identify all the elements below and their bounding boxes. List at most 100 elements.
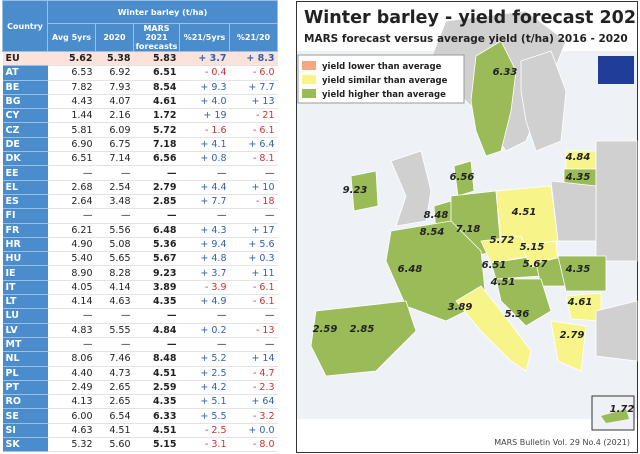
map-label: 4.61 — [567, 297, 593, 308]
table-cell: + 3.7 — [179, 265, 230, 281]
map-label: 3.89 — [448, 302, 473, 313]
table-cell: 2.64 — [47, 194, 96, 210]
legend-label: yield higher than average — [322, 90, 446, 100]
table-cell: 5.83 — [133, 51, 180, 67]
legend-label: yield lower than average — [322, 62, 442, 72]
table-cell: 3.48 — [95, 194, 134, 210]
table-cell: + 4.9 — [179, 294, 230, 310]
table-cell: 4.83 — [47, 323, 96, 338]
table-cell: + 5.5 — [179, 408, 230, 424]
table-cell: — — [95, 308, 134, 324]
table-cell: SK — [2, 437, 48, 453]
table-cell: + 2.5 — [179, 366, 230, 381]
table-row: NL 8.06 7.46 8.48 + 5.2 + 14 — [2, 351, 278, 367]
table-cell: 5.62 — [47, 51, 96, 67]
table-cell: — — [133, 337, 180, 353]
table-cell: AT — [2, 65, 48, 81]
table-cell: 5.15 — [133, 437, 180, 453]
table-cell: 8.06 — [47, 351, 96, 367]
table-row: EU 5.62 5.38 5.83 + 3.7 + 8.3 — [2, 51, 278, 67]
table-cell: - 6.1 — [229, 294, 278, 310]
table-cell: — — [47, 208, 96, 224]
table-cell: 6.33 — [133, 408, 180, 424]
table-cell: - 3.2 — [229, 408, 278, 424]
table-cell: + 4.3 — [179, 223, 230, 238]
map-label: 5.36 — [505, 309, 530, 320]
header: %21/5yrs — [179, 23, 230, 52]
map-label: 4.51 — [511, 207, 537, 218]
table-row: HR 4.90 5.08 5.36 + 9.4 + 5.6 — [2, 237, 278, 253]
map-label: 9.23 — [343, 185, 368, 196]
table-cell: 6.90 — [47, 137, 96, 153]
table-cell: BE — [2, 80, 48, 95]
header: 2020 — [95, 23, 134, 52]
table-cell: - 6.1 — [229, 122, 278, 138]
table-cell: PL — [2, 366, 48, 381]
table-cell: - 2.5 — [179, 423, 230, 439]
header: Avg 5yrs — [47, 23, 96, 52]
table-row: IE 8.90 8.28 9.23 + 3.7 + 11 — [2, 265, 278, 281]
table-cell: ES — [2, 194, 48, 210]
table-cell: 2.79 — [133, 180, 180, 195]
table-cell: + 11 — [229, 265, 278, 281]
table-cell: + 0.3 — [229, 251, 278, 267]
map-label: 5.72 — [490, 235, 515, 246]
table-cell: 5.40 — [47, 251, 96, 267]
table-cell: 7.14 — [95, 151, 134, 167]
table-cell: + 17 — [229, 223, 278, 238]
map-label: 6.51 — [482, 260, 507, 271]
table-cell: — — [229, 308, 278, 324]
table-cell: 6.51 — [133, 65, 180, 81]
table-cell: — — [179, 308, 230, 324]
table-cell: - 2.3 — [229, 380, 278, 396]
table-cell: 6.21 — [47, 223, 96, 238]
table-cell: 5.67 — [133, 251, 180, 267]
table-row: FR 6.21 5.56 6.48 + 4.3 + 17 — [2, 223, 278, 238]
cyprus — [601, 409, 629, 423]
table-cell: 2.59 — [133, 380, 180, 396]
table-cell: 1.72 — [133, 108, 180, 124]
header: Country — [2, 0, 48, 52]
table-row: DK 6.51 7.14 6.56 + 0.8- 8.1 — [2, 151, 278, 167]
table-cell: 6.54 — [95, 408, 134, 424]
table-cell: 4.05 — [47, 280, 96, 296]
table-cell: 5.56 — [95, 223, 134, 238]
table-row: PT 2.49 2.65 2.59 + 4.2- 2.3 — [2, 380, 278, 396]
table-cell: + 14 — [229, 351, 278, 367]
table-cell: - 1.6 — [179, 122, 230, 138]
table-cell: 6.56 — [133, 151, 180, 167]
legend: yield lower than average yield similar th… — [297, 54, 465, 104]
table-cell: PT — [2, 380, 48, 396]
table-cell: — — [133, 165, 180, 181]
table-cell: 4.51 — [95, 423, 134, 439]
table-cell: 6.51 — [47, 151, 96, 167]
table-row: IT 4.05 4.14 3.89- 3.9- 6.1 — [2, 280, 278, 296]
table-cell: 4.51 — [133, 423, 180, 439]
table-cell: - 6.1 — [229, 280, 278, 296]
table-cell: + 5.1 — [179, 394, 230, 410]
table-cell: - 3.1 — [179, 437, 230, 453]
eu-flag — [598, 56, 634, 84]
table-cell: — — [133, 308, 180, 324]
table-cell: + 4.1 — [179, 137, 230, 153]
table-row: MT — — — — — — [2, 337, 278, 353]
table-cell: 5.60 — [95, 437, 134, 453]
table-row: EE — — — — — — [2, 165, 278, 181]
table-cell: 6.09 — [95, 122, 134, 138]
table-cell: + 6.4 — [229, 137, 278, 153]
table-cell: BG — [2, 94, 48, 110]
table-cell: 5.32 — [47, 437, 96, 453]
table-cell: 4.73 — [95, 366, 134, 381]
table-cell: 4.35 — [133, 294, 180, 310]
table-row: PL 4.40 4.73 4.51 + 2.5- 4.7 — [2, 366, 278, 381]
table-cell: 4.14 — [95, 280, 134, 296]
header: MARS 2021 forecasts — [133, 23, 180, 52]
table-row: AT 6.53 6.92 6.51- 0.4- 6.0 — [2, 65, 278, 81]
table-cell: + 7.7 — [179, 194, 230, 210]
table-cell: + 0.0 — [229, 423, 278, 439]
table-cell: 2.65 — [95, 394, 134, 410]
table-cell: 5.65 — [95, 251, 134, 267]
table-cell: IE — [2, 265, 48, 281]
table-cell: - 3.9 — [179, 280, 230, 296]
table-row: FI — — — — — — [2, 208, 278, 224]
